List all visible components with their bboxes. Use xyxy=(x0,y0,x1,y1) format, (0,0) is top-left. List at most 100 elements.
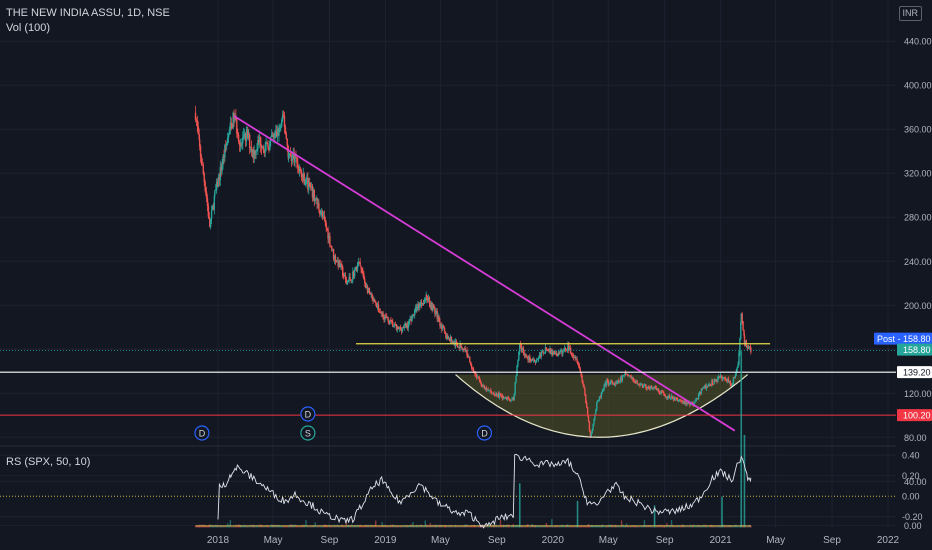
volume-bar xyxy=(458,526,460,528)
candle-body xyxy=(723,377,725,379)
volume-bar xyxy=(242,526,245,528)
candle-body xyxy=(357,261,360,266)
candle-body xyxy=(256,149,258,152)
volume-bar xyxy=(201,526,204,528)
volume-bar xyxy=(211,526,214,528)
candle-body xyxy=(252,149,255,159)
candle-body xyxy=(577,363,580,366)
candle-body xyxy=(602,389,604,391)
candle-body xyxy=(317,203,319,205)
candle-body xyxy=(519,344,522,346)
candle-body xyxy=(262,146,265,151)
candle-body xyxy=(491,392,493,394)
volume-bar xyxy=(650,525,653,528)
candle-body xyxy=(484,387,487,390)
candle-body xyxy=(724,378,727,380)
candle-body xyxy=(482,385,484,387)
y-tick-label: 280.00 xyxy=(904,213,932,223)
volume-bar xyxy=(501,526,504,528)
candle-body xyxy=(524,354,526,356)
candle-body xyxy=(746,346,749,348)
candle-body xyxy=(648,387,651,389)
volume-bar xyxy=(364,525,366,528)
volume-bar xyxy=(554,526,557,528)
volume-bar xyxy=(230,526,232,528)
volume-bar xyxy=(330,525,332,528)
candle-body xyxy=(747,346,750,349)
volume-bar xyxy=(597,525,599,528)
volume-bar xyxy=(280,526,282,528)
volume-bar xyxy=(484,526,487,528)
currency-badge[interactable]: INR xyxy=(898,6,922,21)
candle-body xyxy=(337,260,339,267)
candle-body xyxy=(391,320,393,322)
candle-body xyxy=(646,386,649,390)
volume-bar xyxy=(730,525,733,528)
volume-bar xyxy=(306,526,308,528)
candle-body xyxy=(639,384,641,386)
volume-bar xyxy=(372,525,374,528)
candle-body xyxy=(475,374,478,378)
candle-body xyxy=(215,181,218,190)
volume-bar xyxy=(537,525,540,528)
volume-bar xyxy=(640,526,642,528)
candle-body xyxy=(366,286,369,293)
candle-body xyxy=(581,375,583,382)
candle-body xyxy=(253,150,255,159)
volume-bar xyxy=(685,526,687,528)
volume-bar xyxy=(207,525,210,528)
candle-body xyxy=(576,358,578,363)
volume-bar xyxy=(654,526,657,528)
trendline xyxy=(233,115,736,432)
volume-bar xyxy=(343,525,346,528)
candle-body xyxy=(358,261,360,263)
volume-bar xyxy=(313,525,316,528)
candle-body xyxy=(527,356,529,361)
volume-bar xyxy=(221,525,223,528)
candle-body xyxy=(689,401,691,406)
volume-bar xyxy=(588,525,591,528)
candle-body xyxy=(729,381,731,385)
candle-body xyxy=(506,397,509,400)
volume-bar xyxy=(688,526,690,528)
candle-body xyxy=(697,394,700,399)
volume-bar xyxy=(338,526,340,528)
candle-body xyxy=(570,353,573,355)
volume-label[interactable]: Vol (100) xyxy=(6,22,51,34)
candle-body xyxy=(693,402,695,406)
rs-title[interactable]: RS (SPX, 50, 10) xyxy=(6,456,91,468)
volume-bar xyxy=(222,525,224,528)
volume-bar xyxy=(705,525,708,528)
volume-bar xyxy=(579,525,581,528)
candle-body xyxy=(671,395,674,399)
volume-bar xyxy=(716,525,718,528)
candle-body xyxy=(281,119,283,126)
candle-body xyxy=(695,399,697,402)
candle-body xyxy=(686,402,688,404)
volume-bar xyxy=(232,526,234,528)
volume-bar xyxy=(699,525,702,528)
volume-bar xyxy=(694,526,696,528)
candle-body xyxy=(619,377,622,382)
candle-body xyxy=(315,197,317,200)
volume-bar xyxy=(718,525,721,528)
candle-body xyxy=(255,151,257,155)
volume-bar xyxy=(585,526,587,528)
volume-bar xyxy=(298,525,300,528)
candle-body xyxy=(615,382,617,384)
volume-bar xyxy=(375,526,378,528)
candle-body xyxy=(749,346,752,348)
candles xyxy=(194,105,752,439)
candle-body xyxy=(230,122,232,125)
candle-body xyxy=(303,173,305,185)
candle-body xyxy=(584,388,586,395)
volume-spike xyxy=(653,505,656,528)
volume-bar xyxy=(408,525,410,528)
volume-bar xyxy=(564,526,567,528)
candle-body xyxy=(214,190,216,196)
candle-body xyxy=(669,395,671,399)
volume-bar xyxy=(430,526,432,528)
candle-body xyxy=(550,348,552,354)
symbol-title[interactable]: THE NEW INDIA ASSU, 1D, NSE xyxy=(6,7,170,19)
